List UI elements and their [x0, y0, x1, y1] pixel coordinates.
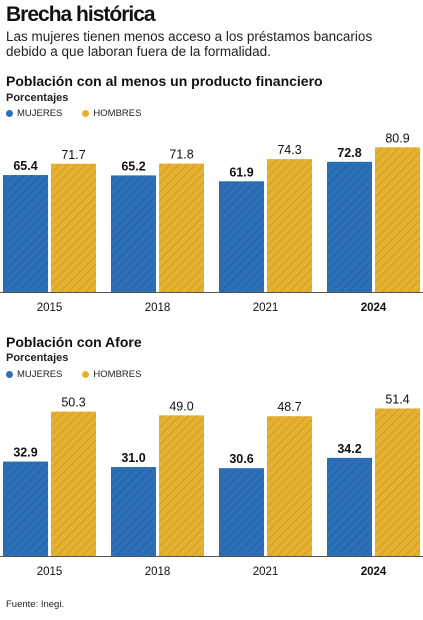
mujeres-swatch-icon: [6, 371, 13, 378]
chart-2-legend: MUJERES HOMBRES: [6, 369, 161, 380]
legend-item-mujeres: MUJERES: [6, 108, 62, 119]
data-label-hombres-2021: 74.3: [277, 143, 301, 157]
data-label-mujeres-2024: 72.8: [337, 146, 361, 160]
bar-hombres-2024: [375, 408, 420, 556]
hombres-swatch-icon: [82, 371, 90, 378]
data-label-mujeres-2015: 32.9: [13, 446, 37, 460]
bar-hombres-2015: [51, 163, 96, 292]
x-tick-label-2015: 2015: [37, 302, 63, 314]
chart-2-plot: 32.9 50.3 2015 31.0 49.0 2018 30.6 48.7 2021 34.2…: [0, 392, 423, 578]
chart-1-legend: MUJERES HOMBRES: [6, 108, 161, 119]
data-label-mujeres-2015: 65.4: [13, 159, 37, 173]
chart-1-title: Población con al menos un producto finan…: [6, 73, 323, 89]
data-label-hombres-2015: 50.3: [61, 396, 85, 410]
data-label-hombres-2021: 48.7: [277, 400, 301, 414]
bar-mujeres-2021: [219, 468, 264, 556]
x-tick-label-2015: 2015: [37, 566, 63, 578]
bar-mujeres-2015: [3, 175, 48, 292]
bar-hombres-2021: [267, 159, 312, 292]
mujeres-swatch-icon: [6, 110, 13, 117]
legend-label-hombres: HOMBRES: [93, 369, 142, 380]
legend-label-hombres: HOMBRES: [93, 108, 142, 119]
x-tick-label-2021: 2021: [253, 566, 279, 578]
x-tick-label-2024: 2024: [361, 302, 387, 314]
hombres-swatch-icon: [82, 110, 90, 117]
bar-hombres-2021: [267, 416, 312, 556]
data-label-mujeres-2018: 65.2: [121, 159, 145, 173]
legend-item-hombres: HOMBRES: [82, 369, 141, 380]
data-label-hombres-2018: 49.0: [169, 399, 193, 413]
data-label-hombres-2024: 80.9: [385, 131, 409, 145]
bar-mujeres-2024: [327, 457, 372, 556]
page-subtitle: Las mujeres tienen menos acceso a los pr…: [6, 29, 373, 59]
bar-hombres-2024: [375, 147, 420, 292]
legend-item-hombres: HOMBRES: [82, 108, 141, 119]
x-tick-label-2021: 2021: [253, 302, 279, 314]
bar-mujeres-2018: [111, 467, 156, 556]
chart-1-plot: 65.4 71.7 2015 65.2 71.8 2018 61.9 74.3 2021 72.8…: [0, 131, 423, 314]
bar-mujeres-2021: [219, 181, 264, 292]
data-label-hombres-2018: 71.8: [169, 148, 193, 162]
bar-hombres-2015: [51, 411, 96, 556]
data-label-mujeres-2021: 61.9: [229, 165, 253, 179]
data-label-hombres-2015: 71.7: [61, 148, 85, 162]
bar-hombres-2018: [159, 415, 204, 556]
chart-1-unit: Porcentajes: [6, 92, 69, 104]
legend-item-mujeres: MUJERES: [6, 369, 62, 380]
data-label-mujeres-2018: 31.0: [121, 451, 145, 465]
chart-2-unit: Porcentajes: [6, 352, 69, 364]
legend-label-mujeres: MUJERES: [17, 108, 63, 119]
bar-mujeres-2024: [327, 161, 372, 292]
source-note: Fuente: Inegi.: [6, 599, 65, 610]
data-label-hombres-2024: 51.4: [385, 392, 409, 406]
x-tick-label-2024: 2024: [361, 566, 387, 578]
x-tick-label-2018: 2018: [145, 302, 171, 314]
chart-2-title: Población con Afore: [6, 334, 142, 350]
legend-label-mujeres: MUJERES: [17, 369, 63, 380]
data-label-mujeres-2024: 34.2: [337, 442, 361, 456]
data-label-mujeres-2021: 30.6: [229, 452, 253, 466]
bar-mujeres-2015: [3, 461, 48, 556]
bar-hombres-2018: [159, 163, 204, 292]
bar-mujeres-2018: [111, 175, 156, 292]
page-title: Brecha histórica: [6, 3, 156, 26]
x-tick-label-2018: 2018: [145, 566, 171, 578]
